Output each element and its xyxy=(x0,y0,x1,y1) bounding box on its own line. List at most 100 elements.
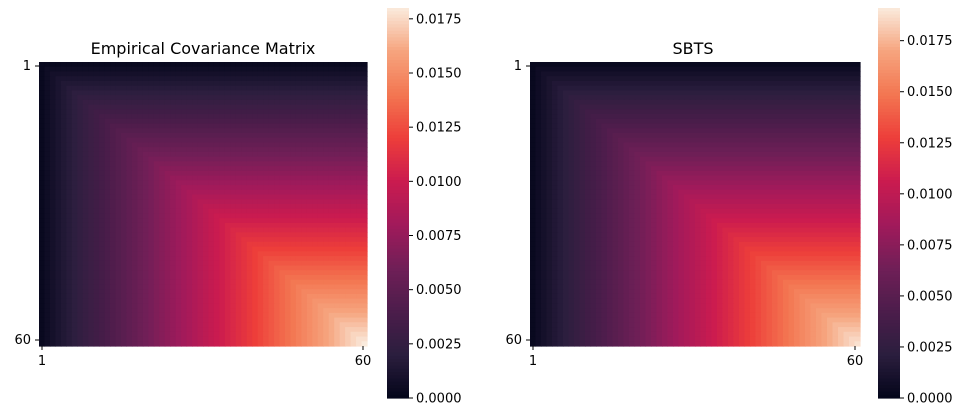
heatmap-cell xyxy=(225,166,231,171)
heatmap-cell xyxy=(66,166,72,171)
heatmap-cell xyxy=(301,256,307,261)
heatmap-cell xyxy=(280,157,286,162)
heatmap-cell xyxy=(225,157,231,162)
heatmap-cell xyxy=(165,303,171,308)
heatmap-cell xyxy=(624,90,630,95)
heatmap-cell xyxy=(208,195,214,200)
heatmap-cell xyxy=(176,318,182,323)
heatmap-cell xyxy=(208,152,214,157)
heatmap-cell xyxy=(165,280,171,285)
heatmap-cell xyxy=(563,95,569,100)
heatmap-cell xyxy=(55,62,61,67)
heatmap-cell xyxy=(236,332,242,337)
heatmap-cell xyxy=(651,76,657,81)
heatmap-cell xyxy=(132,218,138,223)
heatmap-cell xyxy=(750,142,756,147)
heatmap-cell xyxy=(263,223,269,228)
heatmap-cell xyxy=(61,81,67,86)
heatmap-cell xyxy=(137,114,143,119)
heatmap-cell xyxy=(116,209,122,214)
heatmap-cell xyxy=(301,303,307,308)
heatmap-cell xyxy=(55,166,61,171)
heatmap-cell xyxy=(252,261,258,266)
heatmap-cell xyxy=(849,142,855,147)
heatmap-cell xyxy=(61,218,67,223)
heatmap-cell xyxy=(159,81,165,86)
heatmap-cell xyxy=(307,109,313,114)
heatmap-cell xyxy=(301,237,307,242)
heatmap-cell xyxy=(105,128,111,133)
heatmap-cell xyxy=(673,147,679,152)
heatmap-cell xyxy=(99,289,105,294)
heatmap-cell xyxy=(181,71,187,76)
heatmap-cell xyxy=(591,81,597,86)
heatmap-cell xyxy=(44,67,50,72)
heatmap-cell xyxy=(778,138,784,143)
heatmap-cell xyxy=(176,247,182,252)
heatmap-cell xyxy=(761,86,767,91)
heatmap-cell xyxy=(334,100,340,105)
heatmap-cell xyxy=(684,105,690,110)
heatmap-cell xyxy=(55,76,61,81)
heatmap-cell xyxy=(739,119,745,124)
heatmap-cell xyxy=(99,166,105,171)
heatmap-cell xyxy=(230,313,236,318)
heatmap-cell xyxy=(203,147,209,152)
heatmap-cell xyxy=(258,289,264,294)
heatmap-cell xyxy=(855,100,861,105)
heatmap-cell xyxy=(247,247,253,252)
heatmap-cell xyxy=(159,114,165,119)
heatmap-cell xyxy=(662,119,668,124)
heatmap-cell xyxy=(258,322,264,327)
y-axis: 1 60 xyxy=(14,59,39,348)
heatmap-cell xyxy=(816,105,822,110)
heatmap-cell xyxy=(356,223,362,228)
heatmap-cell xyxy=(662,138,668,143)
heatmap-cell xyxy=(563,105,569,110)
heatmap-cell xyxy=(263,228,269,233)
heatmap-cell xyxy=(66,275,72,280)
heatmap-cell xyxy=(39,114,45,119)
heatmap-cell xyxy=(170,223,176,228)
heatmap-cell xyxy=(362,232,368,237)
heatmap-cell xyxy=(290,138,296,143)
heatmap-cell xyxy=(334,332,340,337)
heatmap-cell xyxy=(55,138,61,143)
heatmap-cell xyxy=(833,152,839,157)
heatmap-cell xyxy=(110,128,116,133)
heatmap-cell xyxy=(646,109,652,114)
heatmap-cell xyxy=(72,199,78,204)
heatmap-cell xyxy=(739,95,745,100)
heatmap-cell xyxy=(334,256,340,261)
heatmap-cell xyxy=(187,256,193,261)
heatmap-cell xyxy=(198,289,204,294)
heatmap-cell xyxy=(137,90,143,95)
heatmap-cell xyxy=(362,332,368,337)
heatmap-cell xyxy=(362,261,368,266)
heatmap-cell xyxy=(673,62,679,67)
heatmap-cell xyxy=(258,86,264,91)
heatmap-cell xyxy=(219,266,225,271)
heatmap-cell xyxy=(351,223,357,228)
heatmap-cell xyxy=(362,161,368,166)
heatmap-cell xyxy=(307,180,313,185)
heatmap-cell xyxy=(230,294,236,299)
heatmap-cell xyxy=(143,195,149,200)
heatmap-cell xyxy=(334,266,340,271)
heatmap-cell xyxy=(734,109,740,114)
heatmap-cell xyxy=(827,100,833,105)
heatmap-cell xyxy=(159,308,165,313)
heatmap-cell xyxy=(345,294,351,299)
heatmap-cell xyxy=(684,90,690,95)
heatmap-cell xyxy=(148,67,154,72)
heatmap-cell xyxy=(214,270,220,275)
heatmap-cell xyxy=(219,138,225,143)
heatmap-cell xyxy=(772,109,778,114)
heatmap-cell xyxy=(263,294,269,299)
heatmap-cell xyxy=(345,213,351,218)
heatmap-cell xyxy=(99,270,105,275)
heatmap-cell xyxy=(323,232,329,237)
heatmap-cell xyxy=(165,337,171,342)
heatmap-cell xyxy=(121,327,127,332)
heatmap-cell xyxy=(137,251,143,256)
